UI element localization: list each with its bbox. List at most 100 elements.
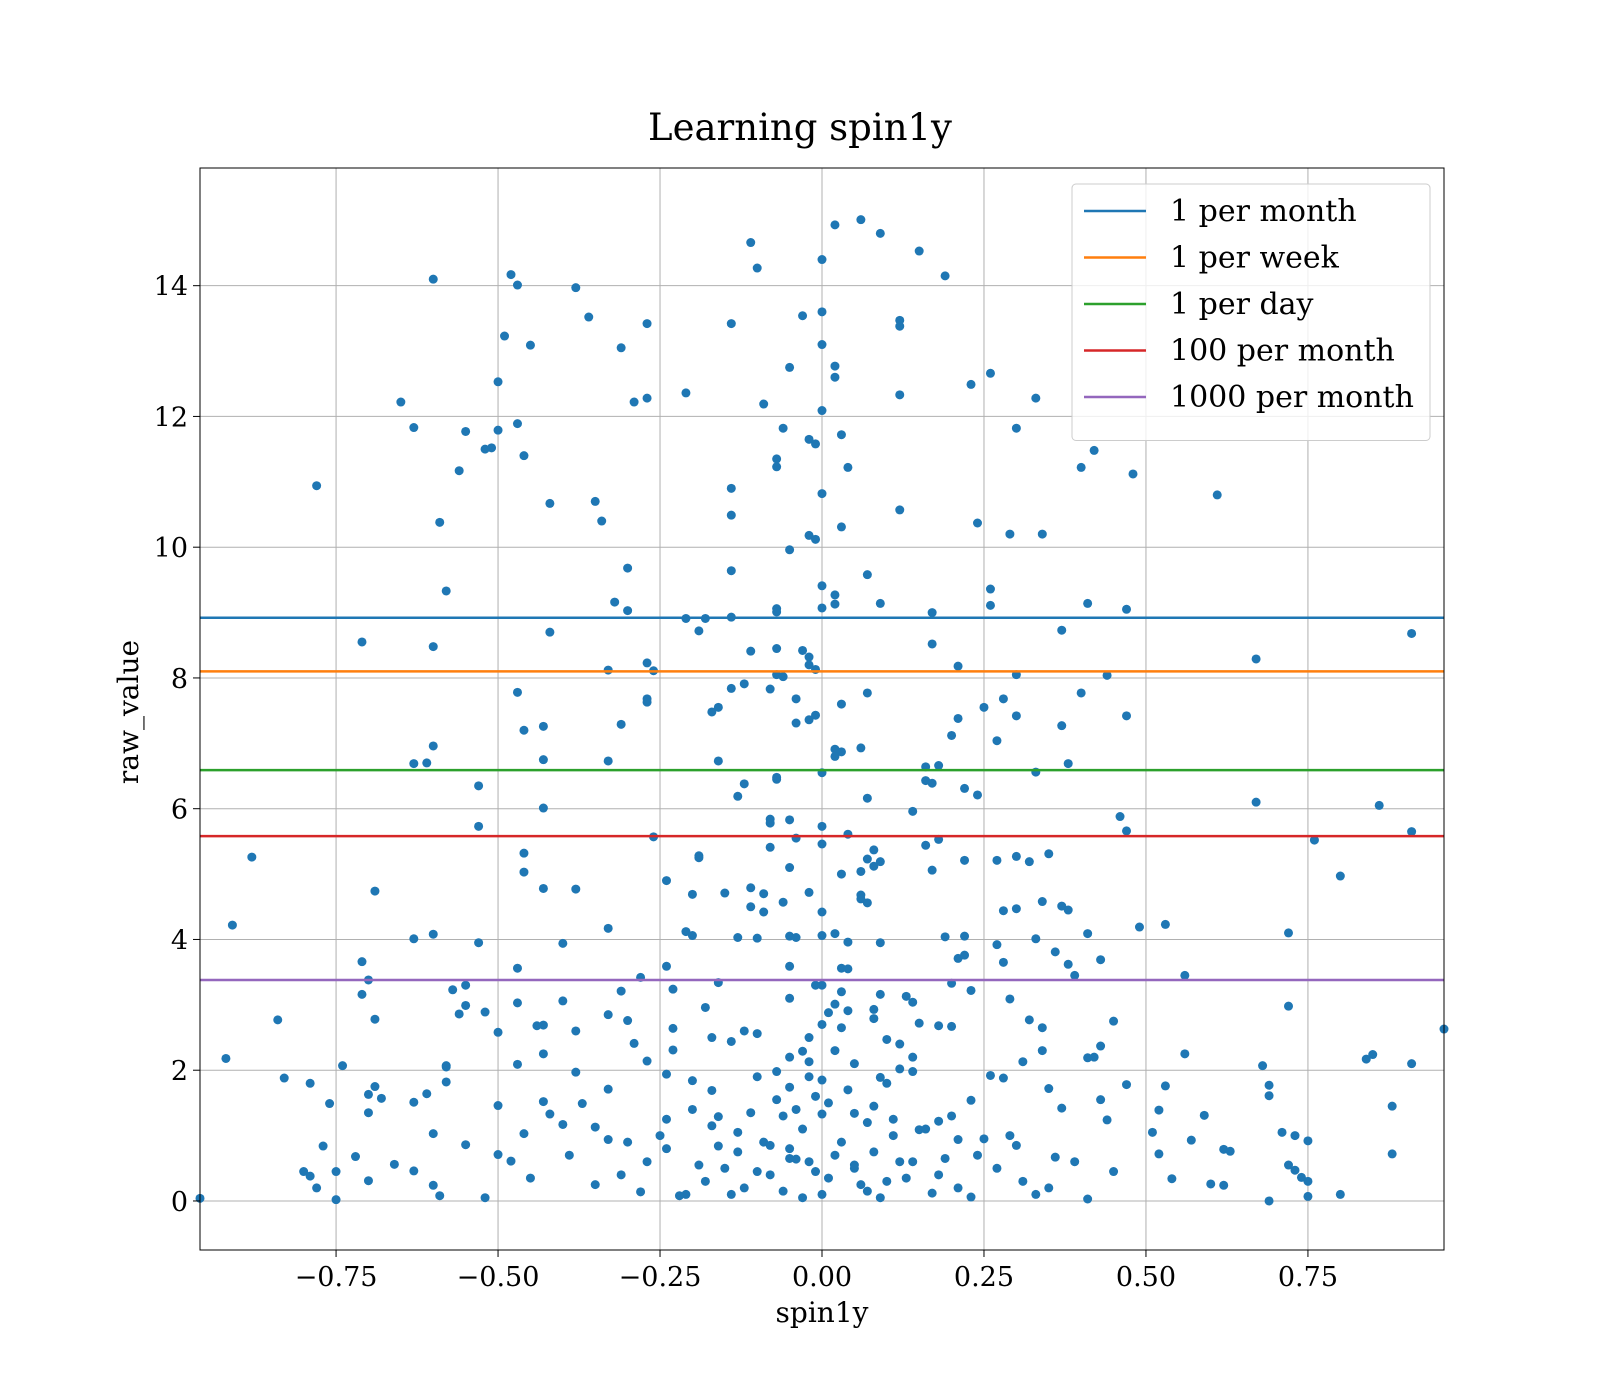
data-point: [830, 372, 840, 382]
data-point: [739, 1183, 749, 1193]
data-point: [357, 989, 367, 999]
data-point: [992, 855, 1002, 865]
data-point: [849, 1108, 859, 1118]
data-point: [713, 702, 723, 712]
data-point: [823, 1008, 833, 1018]
data-point: [1083, 1194, 1093, 1204]
data-point: [1407, 1059, 1417, 1069]
data-point: [746, 1108, 756, 1118]
data-point: [700, 1002, 710, 1012]
data-point: [532, 1021, 542, 1031]
data-point: [312, 1183, 322, 1193]
data-point: [1122, 1080, 1132, 1090]
data-point: [869, 845, 879, 855]
data-point: [966, 985, 976, 995]
data-point: [500, 331, 510, 341]
x-axis-ticks: −0.75 −0.50 −0.25 0.00 0.25 0.50 0.75: [295, 1250, 1338, 1293]
data-point: [985, 1070, 995, 1080]
data-point: [726, 683, 736, 693]
data-point: [305, 1171, 315, 1181]
data-point: [908, 1067, 918, 1077]
data-point: [830, 220, 840, 230]
y-axis-ticks: 0 2 4 6 8 10 12 14: [154, 272, 200, 1218]
data-point: [461, 1000, 471, 1010]
data-point: [953, 713, 963, 723]
data-point: [804, 887, 814, 897]
data-point: [642, 694, 652, 704]
data-point: [357, 957, 367, 967]
data-point: [558, 938, 568, 948]
data-point: [338, 1061, 348, 1071]
data-point: [571, 1067, 581, 1077]
data-point: [1284, 1160, 1293, 1170]
data-point: [1037, 897, 1047, 907]
data-point: [1005, 994, 1015, 1004]
data-point: [474, 781, 484, 791]
data-point: [629, 1038, 639, 1048]
data-point: [752, 933, 762, 943]
data-point: [973, 1150, 982, 1160]
data-point: [804, 715, 814, 725]
data-point: [901, 1173, 911, 1183]
data-point: [1284, 928, 1293, 938]
data-point: [772, 1067, 782, 1077]
data-point: [927, 639, 937, 649]
data-point: [363, 1089, 373, 1099]
data-point: [1031, 1189, 1041, 1199]
data-point: [1024, 857, 1034, 867]
data-point: [914, 1018, 924, 1028]
data-point: [817, 255, 827, 265]
data-point: [713, 1112, 723, 1122]
data-point: [856, 1180, 866, 1190]
data-point: [875, 938, 885, 948]
data-point: [862, 1118, 872, 1128]
data-point: [862, 854, 872, 864]
data-point: [720, 888, 730, 898]
data-point: [778, 423, 788, 433]
data-point: [888, 1131, 898, 1141]
data-point: [448, 985, 458, 995]
data-point: [1407, 628, 1417, 638]
data-point: [960, 783, 970, 793]
data-point: [998, 694, 1008, 704]
data-point: [746, 238, 756, 248]
data-point: [525, 1173, 535, 1183]
data-point: [247, 852, 257, 862]
data-point: [545, 498, 555, 508]
data-point: [726, 319, 736, 329]
data-point: [1063, 905, 1073, 915]
data-point: [798, 311, 808, 321]
data-point: [441, 1062, 451, 1072]
data-point: [1050, 1152, 1060, 1162]
data-point: [856, 894, 866, 904]
data-point: [707, 707, 717, 717]
data-point: [817, 489, 827, 499]
data-point: [785, 961, 795, 971]
data-point: [888, 1114, 898, 1124]
data-point: [1284, 1001, 1293, 1011]
data-point: [1011, 851, 1021, 861]
data-point: [1063, 759, 1073, 769]
data-point: [538, 883, 548, 893]
data-point: [739, 1026, 749, 1036]
data-point: [519, 451, 529, 461]
data-point: [493, 425, 503, 435]
data-point: [1264, 1080, 1274, 1090]
data-point: [642, 1056, 652, 1066]
data-point: [785, 362, 795, 372]
data-point: [305, 1078, 315, 1088]
data-point: [895, 1039, 905, 1049]
data-point: [752, 263, 762, 273]
data-point: [707, 1033, 717, 1043]
data-point: [1037, 529, 1047, 539]
data-point: [726, 483, 736, 493]
data-point: [538, 721, 548, 731]
data-point: [992, 736, 1002, 746]
data-point: [571, 1026, 581, 1036]
data-point: [772, 644, 782, 654]
data-point: [817, 307, 827, 317]
data-point: [668, 1045, 678, 1055]
data-point: [603, 1010, 613, 1020]
data-point: [791, 1154, 801, 1164]
data-point: [1050, 947, 1060, 957]
